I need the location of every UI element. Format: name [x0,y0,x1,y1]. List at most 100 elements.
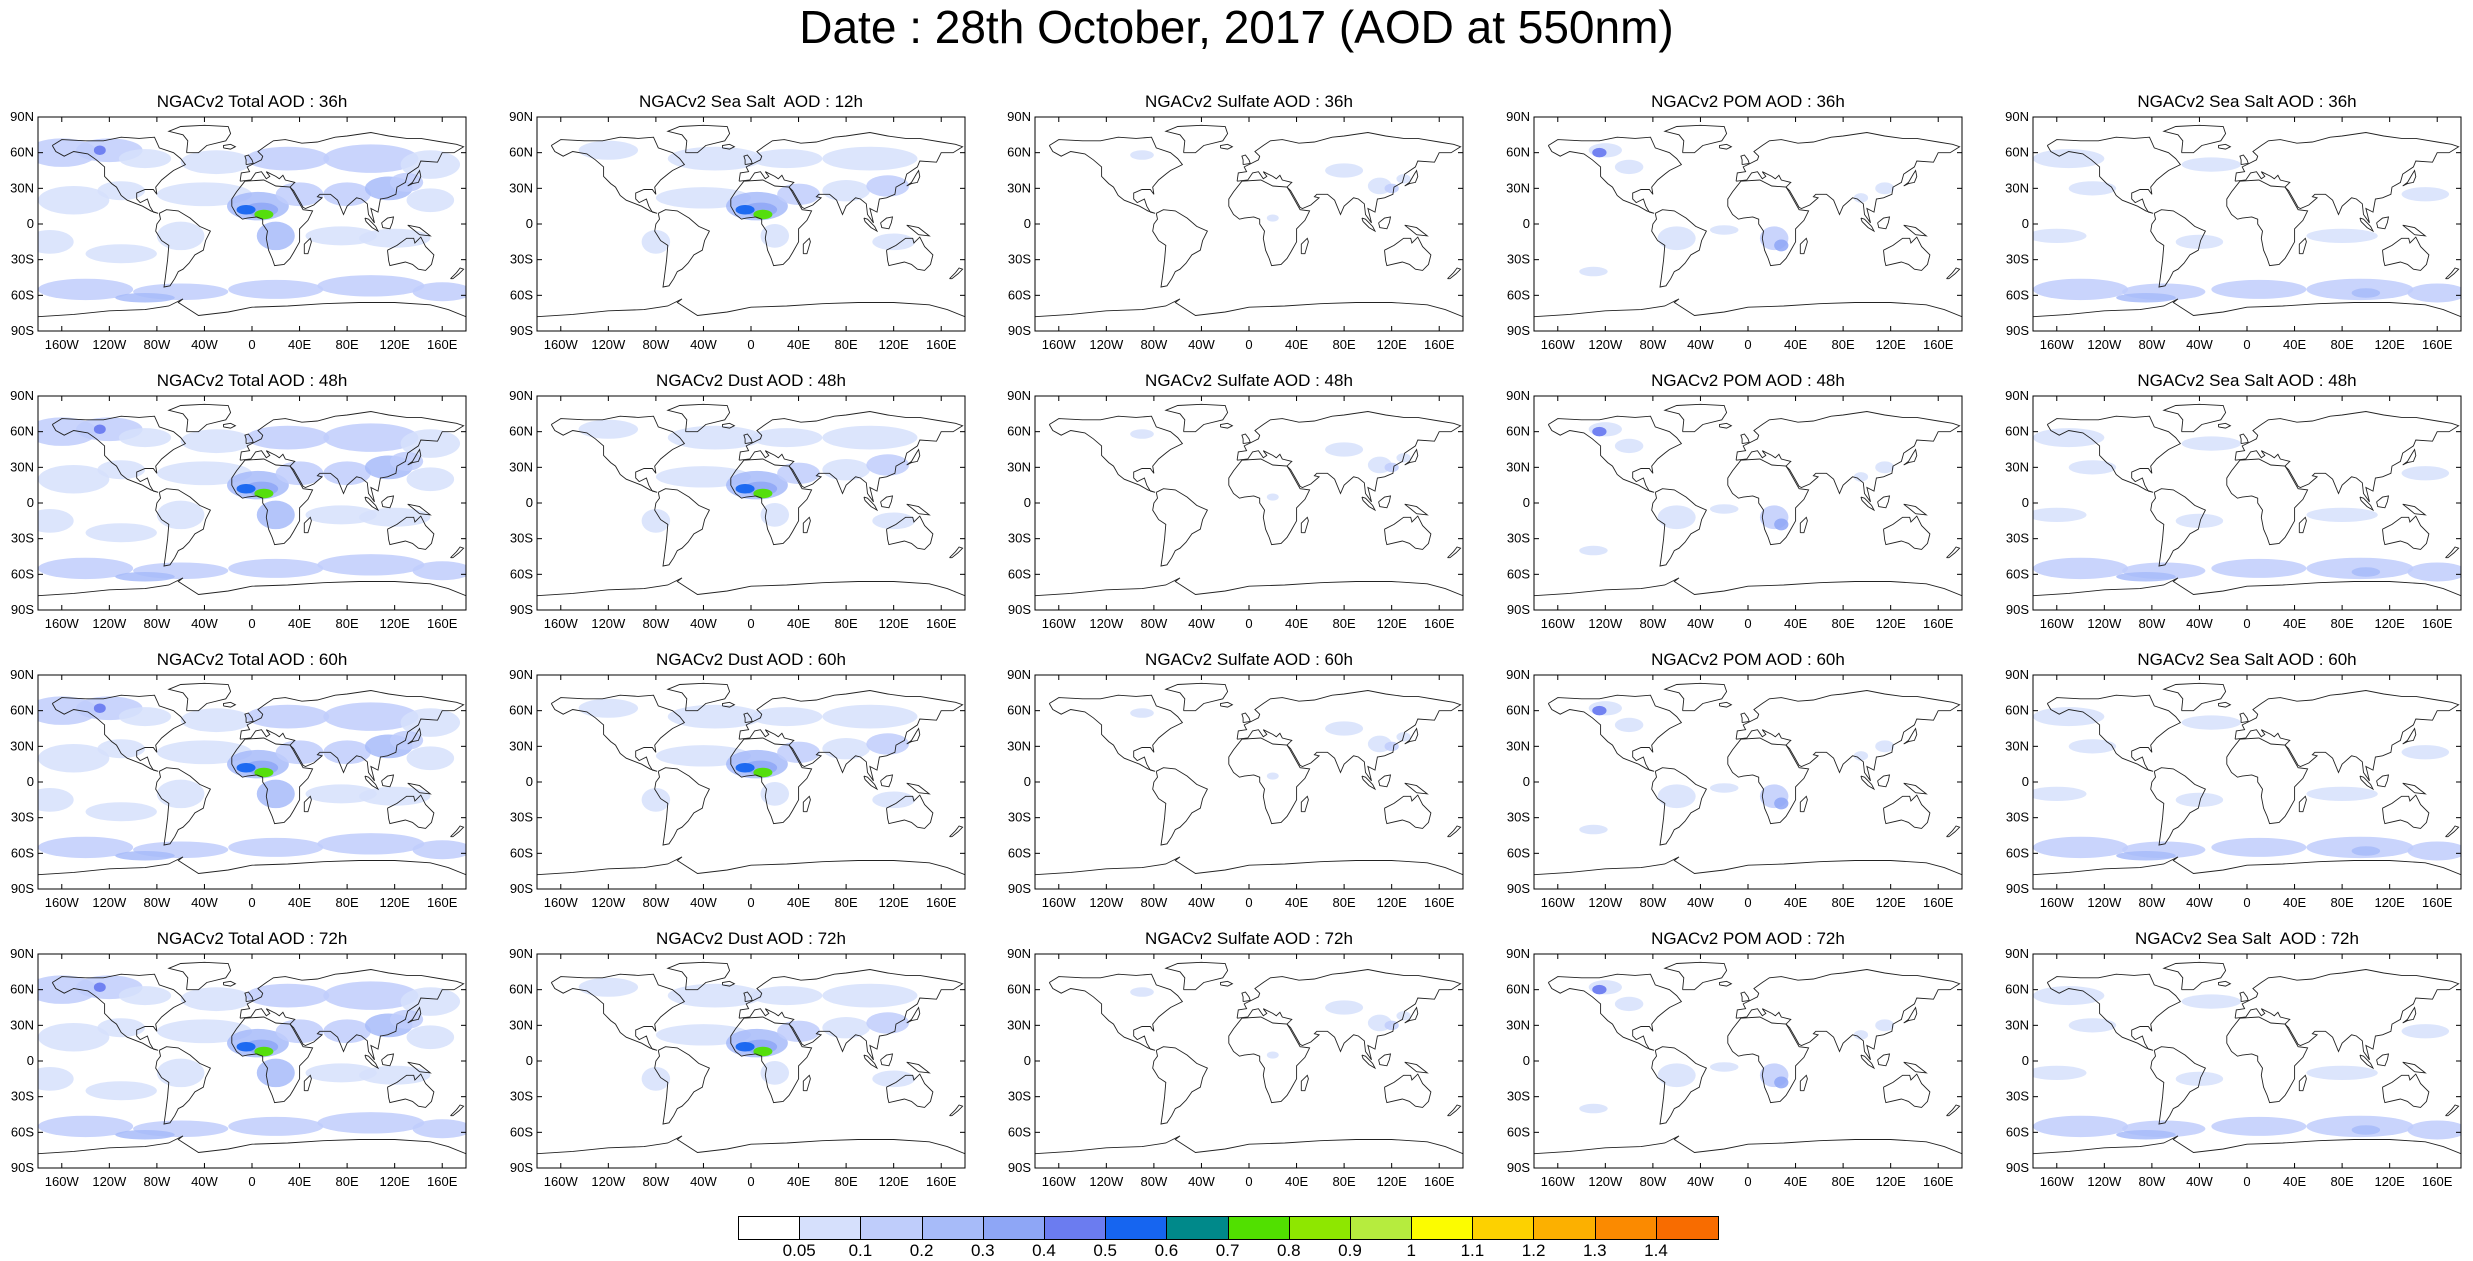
lon-label: 120W [591,1174,626,1189]
coastline [2218,980,2232,987]
coastline [1378,216,1392,230]
world-map: 90N 60N 30N 0 30S 60S 90S 160W 120W 80W 40W 0 40E 80E… [10,109,467,352]
lat-label: 60N [1506,703,1530,718]
aod-field [38,975,466,1140]
aod-plume [115,1129,175,1140]
lon-label: 0 [248,337,255,352]
lon-label: 80E [1832,337,1855,352]
coastline [2239,712,2249,724]
coastline [730,737,813,825]
coastline [654,488,711,567]
coastline [2298,516,2307,534]
lon-label: 0 [2243,616,2250,631]
lat-label: 0 [1024,1053,1031,1068]
colorbar-swatch [1473,1217,1535,1239]
coastline [407,448,422,466]
lat-label: 30N [1007,1017,1031,1032]
aod-plume [2033,557,2129,580]
lon-label: 120E [878,895,909,910]
aod-plume [412,282,466,302]
lon-label: 80E [336,895,359,910]
coastline [743,433,753,445]
lat-label: 60N [1007,982,1031,997]
coastline [239,132,465,224]
lat-label: 0 [1523,774,1530,789]
lat-label: 30N [2005,180,2029,195]
panel-title: NGACv2 Total AOD : 48h [156,371,348,390]
coastline [2218,422,2232,429]
aod-plume [667,704,763,729]
aod-plume [275,182,324,207]
coastline [1651,767,1708,846]
coastline [1860,217,1876,233]
aod-plume [2116,292,2176,303]
aod-plume [1614,717,1644,733]
lat-label: 0 [1024,774,1031,789]
aod-plume [317,833,425,855]
aod-plume [1614,438,1644,454]
lon-label: 160E [1923,1174,1954,1189]
aod-plume [2306,507,2378,523]
aod-plume [305,1063,377,1083]
lat-label: 90N [509,388,533,403]
lat-label: 90N [2005,667,2029,682]
lon-label: 40E [2283,1174,2306,1189]
lat-label: 0 [1523,1053,1530,1068]
aod-plume [822,704,918,729]
lon-label: 40E [2283,895,2306,910]
lon-label: 120W [591,616,626,631]
coastline [1903,727,1918,745]
lat-label: 60S [1507,287,1530,302]
world-map: 90N 60N 30N 0 30S 60S 90S 160W 120W 80W 40W 0 40E 80E… [1506,946,1963,1189]
lon-label: 120E [878,616,909,631]
colorbar-swatches [738,1216,1719,1240]
coastlines [1035,403,1463,597]
lon-label: 80W [1640,337,1667,352]
coastline [1740,154,1750,166]
coastline [2359,496,2375,512]
coastline [1048,136,1184,214]
aod-plume [2181,715,2242,730]
aod-plume [822,738,870,760]
lat-label: 60S [1008,566,1031,581]
aod-plume [1709,1062,1739,1072]
panel-title: NGACv2 Sea Salt AOD : 60h [2137,650,2357,669]
aod-plume [275,1019,324,1044]
coastline [1228,1016,1311,1104]
coastline [1534,856,1962,876]
lat-label: 30N [10,738,34,753]
aod-plume [323,981,419,1010]
coastline [2402,1061,2427,1074]
lon-label: 120W [2087,1174,2122,1189]
aod-plume [1384,462,1399,473]
aod-plume [359,228,431,248]
coastline [450,825,465,838]
coastline [364,496,380,512]
lon-label: 120W [92,337,127,352]
lon-label: 160W [1042,1174,1077,1189]
coastline [1241,712,1251,724]
lon-label: 40E [787,1174,810,1189]
coastline [802,795,811,813]
aod-plume [2306,228,2378,244]
lon-label: 120W [92,616,127,631]
colorbar-label: 1.4 [1644,1241,1668,1260]
coastline [364,217,380,233]
aod-plume [38,464,110,494]
coastline [38,577,466,597]
lon-label: 120W [1089,616,1124,631]
coastline [2359,1054,2375,1070]
aod-plume [822,1017,870,1039]
lon-label: 40W [1188,895,1215,910]
coastline [1735,132,1961,224]
aod-plume [275,740,324,765]
lon-label: 40E [288,616,311,631]
coastline [364,775,380,791]
lat-label: 60N [1007,424,1031,439]
lon-label: 160W [2040,616,2075,631]
lon-label: 80W [643,895,670,910]
aod-plume [2033,428,2105,448]
aod-plume [38,508,74,533]
lon-label: 40E [1285,616,1308,631]
lon-label: 160E [1923,616,1954,631]
